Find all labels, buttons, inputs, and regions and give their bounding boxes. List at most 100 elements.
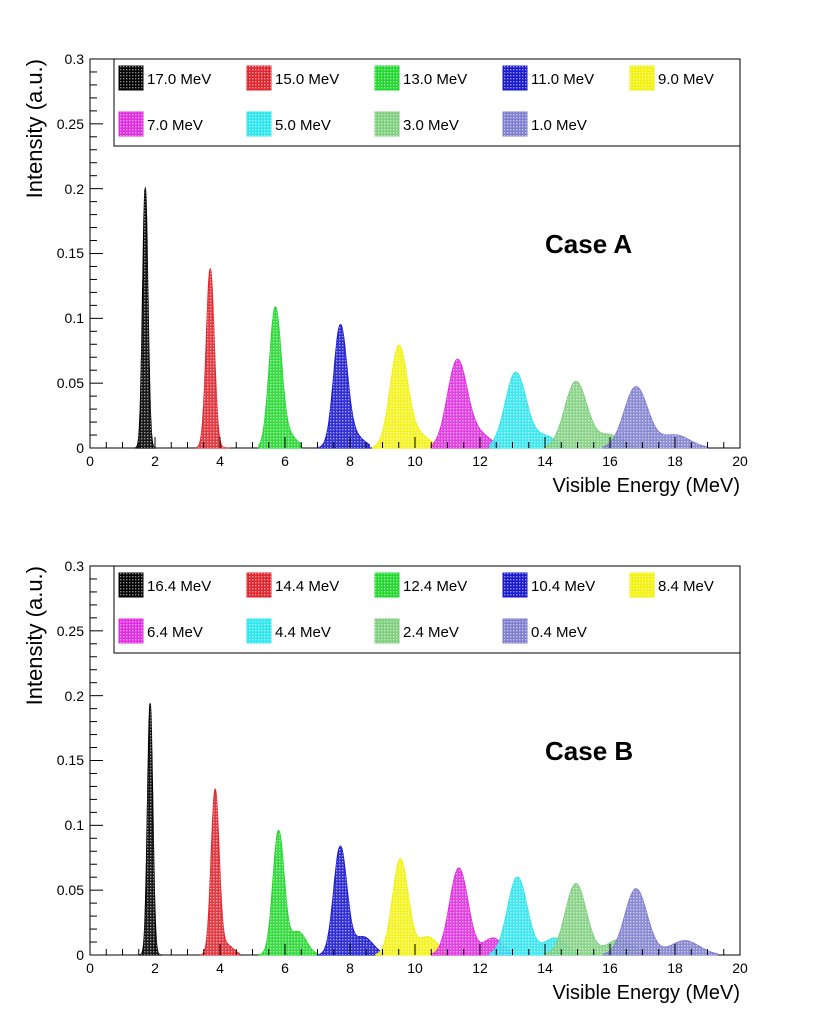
x-tick-label: 10 xyxy=(407,453,423,469)
y-tick-label: 0 xyxy=(76,947,84,963)
y-axis-title: Intensity (a.u.) xyxy=(22,59,47,198)
x-tick-label: 10 xyxy=(407,960,423,976)
legend-swatch-texture xyxy=(119,619,143,643)
legend-entry: 7.0 MeV xyxy=(118,111,203,137)
x-tick-label: 6 xyxy=(281,960,289,976)
series-area xyxy=(489,371,566,449)
series-area xyxy=(316,845,384,956)
panel-case-a: 0 0.05 0.1 0.15 0.2 0.25 0.3 0 2 4 6 8 1… xyxy=(22,51,748,497)
x-tick-label: 8 xyxy=(346,453,354,469)
x-tick-label: 0 xyxy=(86,960,94,976)
legend-swatch-texture xyxy=(630,66,654,90)
legend-entry: 4.4 MeV xyxy=(246,618,331,644)
legend-entry: 15.0 MeV xyxy=(246,65,339,91)
series-area-texture xyxy=(197,269,230,448)
y-axis-title: Intensity (a.u.) xyxy=(22,566,47,705)
x-tick-label: 18 xyxy=(667,453,683,469)
legend-swatch-texture xyxy=(247,66,271,90)
series-area-texture xyxy=(545,381,636,448)
series-area-texture xyxy=(489,877,578,955)
legend-entry: 16.4 MeV xyxy=(118,572,211,598)
x-tick-label: 14 xyxy=(537,960,553,976)
legend-label: 2.4 MeV xyxy=(403,624,459,641)
legend-label: 4.4 MeV xyxy=(275,624,331,641)
x-tick-label: 4 xyxy=(216,453,224,469)
series-area xyxy=(199,788,241,956)
y-tick-label: 0.05 xyxy=(57,882,84,898)
x-tick-label: 20 xyxy=(732,453,748,469)
legend-label: 3.0 MeV xyxy=(403,117,459,134)
x-tick-label: 2 xyxy=(151,453,159,469)
legend-swatch-texture xyxy=(503,112,527,136)
y-tick-label: 0.3 xyxy=(65,51,85,67)
legend-entry: 13.0 MeV xyxy=(374,65,467,91)
series-area-texture xyxy=(603,888,718,955)
legend-swatch-texture xyxy=(247,619,271,643)
series-area-texture xyxy=(200,789,240,955)
series-area-texture xyxy=(431,359,500,448)
legend-entry: 0.4 MeV xyxy=(502,618,587,644)
x-tick-label: 16 xyxy=(602,453,618,469)
legend-swatch-texture xyxy=(375,573,399,597)
x-tick-label: 2 xyxy=(151,960,159,976)
x-tick-labels-case-b: 0 2 4 6 8 10 12 14 16 18 20 xyxy=(86,960,748,976)
y-tick-label: 0.1 xyxy=(65,817,85,833)
legend-entry: 11.0 MeV xyxy=(502,65,594,91)
case-label: Case B xyxy=(545,736,633,766)
legend-swatch-texture xyxy=(119,573,143,597)
x-tick-label: 14 xyxy=(537,453,553,469)
y-tick-label: 0.15 xyxy=(57,245,84,261)
ticks-case-b xyxy=(89,565,741,956)
series-areas-case-a xyxy=(134,186,709,449)
x-tick-labels-case-a: 0 2 4 6 8 10 12 14 16 18 20 xyxy=(86,453,748,469)
series-area-texture xyxy=(431,868,513,955)
x-axis-title: Visible Energy (MeV) xyxy=(553,475,740,497)
x-tick-label: 20 xyxy=(732,960,748,976)
x-tick-label: 8 xyxy=(346,960,354,976)
series-area xyxy=(258,306,302,449)
y-tick-labels-case-b: 0 0.05 0.1 0.15 0.2 0.25 0.3 xyxy=(57,558,84,963)
y-tick-label: 0.25 xyxy=(57,623,84,639)
legend-entry: 2.4 MeV xyxy=(374,618,459,644)
series-area xyxy=(602,888,718,956)
x-tick-label: 4 xyxy=(216,960,224,976)
series-area-texture xyxy=(259,306,302,448)
legend-label: 14.4 MeV xyxy=(275,578,339,595)
series-area-texture xyxy=(376,858,448,955)
series-area xyxy=(430,358,501,449)
y-tick-label: 0.25 xyxy=(57,116,84,132)
legend-label: 17.0 MeV xyxy=(147,71,211,88)
legend-swatch-texture xyxy=(630,573,654,597)
series-area xyxy=(316,323,371,449)
legend-entry: 10.4 MeV xyxy=(502,572,595,598)
series-area-texture xyxy=(489,372,565,448)
legend-swatch-texture xyxy=(247,573,271,597)
legend-entry: 9.0 MeV xyxy=(629,65,714,91)
series-area-texture xyxy=(259,830,318,955)
x-tick-label: 12 xyxy=(472,960,488,976)
legend-swatch-texture xyxy=(119,112,143,136)
x-tick-label: 12 xyxy=(472,453,488,469)
series-area xyxy=(258,829,319,956)
legend-swatch-texture xyxy=(503,619,527,643)
series-area xyxy=(138,703,162,956)
series-areas-case-b xyxy=(138,703,718,956)
legend-entry: 5.0 MeV xyxy=(246,111,331,137)
x-tick-label: 18 xyxy=(667,960,683,976)
legend-label: 1.0 MeV xyxy=(531,117,587,134)
legend-entry: 12.4 MeV xyxy=(374,572,467,598)
series-area-texture xyxy=(603,386,708,448)
series-area-texture xyxy=(545,883,643,955)
series-area xyxy=(372,344,439,449)
x-tick-label: 6 xyxy=(281,453,289,469)
series-area-texture xyxy=(135,188,155,448)
y-tick-labels-case-a: 0 0.05 0.1 0.15 0.2 0.25 0.3 xyxy=(57,51,84,456)
series-area xyxy=(196,267,230,449)
legend-label: 7.0 MeV xyxy=(147,117,203,134)
legend-swatch-texture xyxy=(119,66,143,90)
legend-label: 9.0 MeV xyxy=(658,71,714,88)
y-tick-label: 0.3 xyxy=(65,558,85,574)
y-tick-label: 0.15 xyxy=(57,752,84,768)
legend-swatch-texture xyxy=(503,66,527,90)
